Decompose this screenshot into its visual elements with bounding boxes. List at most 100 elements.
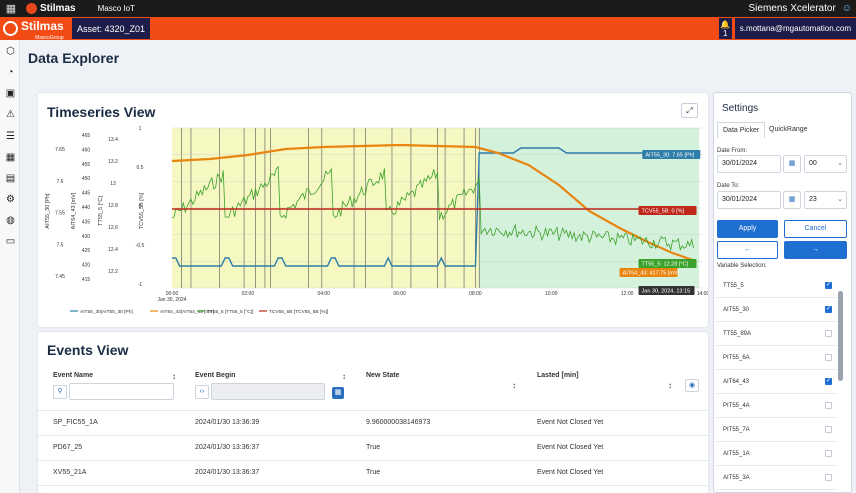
chevron-down-icon: ⌄ [837, 196, 843, 203]
code-icon[interactable]: ‹› [195, 385, 209, 399]
cancel-button[interactable]: Cancel [784, 220, 847, 238]
legend-label: AIT64_43|AIT64_43 [mV] [160, 309, 214, 315]
cell-event-name: SP_FIC55_1A [53, 419, 98, 426]
variable-name: AIT64_43 [723, 379, 750, 385]
variable-row[interactable]: AIT55_1A [716, 442, 837, 466]
globe-icon[interactable]: ◍ [6, 215, 15, 226]
app-name: Masco IoT [97, 4, 135, 13]
calendar-icon[interactable]: ▦ [783, 155, 801, 173]
x-tick-label: 08:00 [469, 291, 482, 297]
variable-row[interactable]: AIT64_43 [716, 370, 837, 394]
axis-tick-label: 1 [139, 126, 142, 132]
next-range-button[interactable]: → [784, 241, 847, 259]
date-to-input[interactable]: 30/01/2024 [717, 191, 781, 209]
axis-tick-label: -0.5 [136, 243, 145, 249]
cell-lasted: Event Not Closed Yet [537, 469, 604, 476]
chevron-down-icon: ⌄ [837, 160, 843, 167]
apply-button[interactable]: Apply [717, 220, 778, 238]
table-row[interactable] [38, 485, 708, 493]
variable-checkbox[interactable] [825, 305, 832, 313]
variable-checkbox[interactable] [825, 377, 832, 385]
variable-name: AIT55_1A [723, 451, 750, 457]
event-begin-filter-input[interactable] [211, 383, 325, 400]
asset-selector[interactable]: Asset: 4320_Z01 [72, 18, 151, 39]
table-row[interactable]: SP_FIC55_1A 2024/01/30 13:36:39 9.960000… [38, 410, 708, 434]
scrollbar[interactable] [838, 291, 843, 381]
sort-icon[interactable]: ↕ [512, 381, 516, 390]
variable-row[interactable]: PIT55_4A [716, 394, 837, 418]
variable-checkbox[interactable] [825, 330, 832, 337]
timeseries-panel: Timeseries View ⤢ 7.65 7.6 7.55 7.5 7.45 AIT5… [38, 93, 708, 327]
chart-tooltip-text: AIT64_43: 417.75 [mV] [623, 271, 680, 277]
dashboard-gauge-icon[interactable]: ◔ [7, 67, 14, 78]
variable-checkbox[interactable] [825, 402, 832, 409]
calendar-icon[interactable]: ▦ [783, 191, 801, 209]
prev-range-button[interactable]: ← [717, 241, 778, 259]
calendar-icon[interactable]: ▭ [5, 236, 16, 247]
variable-checkbox[interactable] [825, 450, 832, 457]
axis-tick-label: 460 [82, 147, 91, 153]
event-name-filter-input[interactable] [69, 383, 174, 400]
variable-row[interactable]: AIT55_30 [716, 298, 837, 322]
timeseries-title: Timeseries View [47, 104, 156, 120]
cell-new-state: True [366, 444, 381, 451]
timeseries-chart[interactable]: 7.65 7.6 7.55 7.5 7.45 AIT55_30 [Ph] 465 460 455… [38, 93, 708, 327]
table-row[interactable]: XV55_21A 2024/01/30 13:36:37 True Event … [38, 460, 708, 484]
axis-tick-label: 420 [82, 263, 91, 269]
col-header-new-state[interactable]: New State [366, 372, 400, 379]
calendar-icon[interactable]: ▦ [332, 387, 344, 399]
data-explorer-icon[interactable]: ▣ [5, 88, 16, 99]
variable-row[interactable]: TT55_89A [716, 322, 837, 346]
hour-from-select[interactable]: 00 ⌄ [804, 155, 847, 173]
report-icon[interactable]: ▤ [5, 173, 16, 184]
legend-label: TT55_5 [TT55_5 [°C]] [207, 309, 253, 315]
brand[interactable]: Stilmas [26, 3, 76, 14]
variable-row[interactable]: TT55_5 [716, 274, 837, 298]
axis-tick-label: 450 [82, 176, 91, 182]
variable-row[interactable]: AIT55_3A [716, 466, 837, 490]
variable-checkbox[interactable] [825, 474, 832, 481]
table-icon[interactable]: ▦ [5, 152, 16, 163]
variable-row[interactable]: PIT55_6A [716, 346, 837, 370]
cell-new-state: 9.960000038146973 [366, 419, 431, 426]
list-icon[interactable]: ☰ [6, 131, 15, 142]
alarm-icon[interactable]: ⚠ [6, 109, 15, 120]
date-from-input[interactable]: 30/01/2024 [717, 155, 781, 173]
col-header-event-name[interactable]: Event Name [53, 372, 94, 379]
top-bar: ▦ Stilmas Masco IoT Siemens Xcelerator ☺ [0, 0, 856, 17]
settings-gear-icon[interactable]: ⚙ [6, 194, 15, 205]
expand-icon[interactable]: ⤢ [681, 103, 698, 118]
series-line-ait64-43 [171, 143, 696, 263]
notifications-button[interactable]: 🔔 1 [718, 18, 732, 39]
axis-tick-label: -1 [138, 282, 143, 288]
tab-data-picker[interactable]: Data Picker [717, 122, 766, 138]
axis-tick-label: 13.2 [108, 159, 118, 165]
table-row[interactable]: PD67_25 2024/01/30 13:36:37 True Event N… [38, 435, 708, 459]
variable-checkbox[interactable] [825, 354, 832, 361]
variable-row[interactable]: PIT55_7A [716, 418, 837, 442]
axis-tick-label: 13.4 [108, 137, 118, 143]
hour-to-select[interactable]: 23 ⌄ [804, 191, 847, 209]
axis-tick-label: 435 [82, 219, 91, 225]
col-header-lasted[interactable]: Lasted [min] [537, 372, 579, 379]
axis-tick-label: 7.45 [55, 274, 65, 280]
sort-icon[interactable]: ↕ [342, 372, 346, 381]
swirl-logo-icon [3, 21, 18, 36]
chart-tooltip-text: AIT55_30: 7.65 [Ph] [645, 153, 694, 159]
col-header-event-begin[interactable]: Event Begin [195, 372, 236, 379]
sort-icon[interactable]: ↕ [172, 372, 176, 381]
app-grid-icon[interactable]: ▦ [5, 3, 17, 15]
filter-icon[interactable]: ⚲ [53, 385, 67, 399]
tab-quickrange[interactable]: QuickRange [769, 126, 808, 133]
user-email[interactable]: s.mottana@mgautomation.com [734, 18, 856, 39]
user-icon[interactable]: ☺ [841, 3, 852, 14]
eye-icon[interactable]: ◉ [685, 379, 699, 392]
cube-icon[interactable]: ⬡ [6, 46, 15, 57]
sort-icon[interactable]: ↕ [668, 381, 672, 390]
axis-tick-label: 0.5 [137, 165, 144, 171]
variable-checkbox[interactable] [825, 281, 832, 289]
variable-checkbox[interactable] [825, 426, 832, 433]
x-tick-label: 04:00 [317, 291, 330, 297]
x-tick-label: 06:00 [393, 291, 406, 297]
x-tick-label: 12:00 [621, 291, 634, 297]
